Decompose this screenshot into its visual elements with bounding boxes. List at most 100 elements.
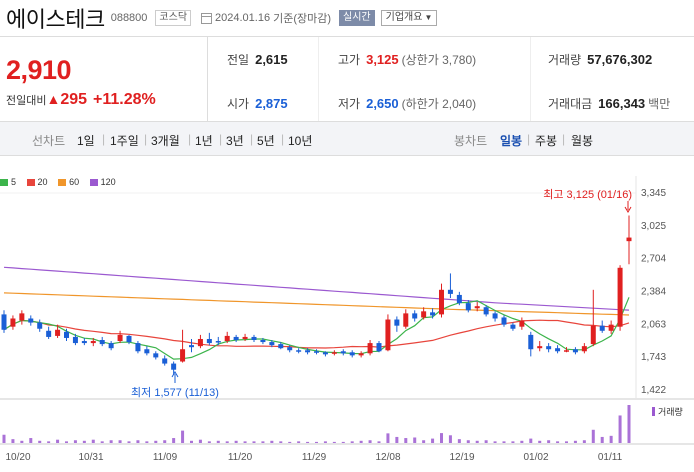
legend-label: 20: [37, 177, 48, 187]
ma60-line: [3, 292, 630, 316]
volume-legend-label: 거래량: [658, 406, 683, 417]
x-tick-label: 10/20: [5, 452, 30, 463]
amount-unit: 백만: [648, 97, 671, 111]
tab-weekly[interactable]: 주봉: [535, 134, 558, 148]
change-row: 전일대비▲295 +11.28%: [6, 91, 156, 109]
max-price-label: 최고 3,125 (01/16): [543, 188, 632, 201]
moving-average-lines: [3, 266, 630, 360]
legend-ma60: 60: [58, 177, 79, 187]
tab-1d[interactable]: 1일: [77, 134, 95, 148]
candle-body: [555, 348, 561, 352]
candle-body: [599, 325, 605, 331]
x-tick-label: 12/19: [449, 452, 474, 463]
tab-3m[interactable]: 3개월: [151, 134, 180, 148]
volume-bar: [466, 440, 470, 443]
candle-body: [340, 351, 346, 354]
candle-body: [99, 340, 105, 345]
volume-bar: [440, 433, 443, 443]
low-value: 2,650: [366, 96, 399, 111]
change-value: 295: [60, 91, 88, 108]
tab-1w[interactable]: 1주일: [110, 134, 139, 148]
volume-bar: [359, 440, 363, 443]
volume-bar: [502, 441, 506, 443]
candle-body: [492, 313, 498, 319]
volume-bar: [38, 440, 42, 443]
y-tick-label: 3,345: [641, 188, 666, 199]
candle-body: [537, 346, 543, 349]
volume-bars: [2, 405, 631, 443]
candle-body: [564, 350, 569, 352]
candle-body: [55, 329, 61, 336]
x-tick-label: 01/11: [598, 452, 623, 463]
volume-bar: [136, 440, 140, 443]
volume-bar: [404, 438, 408, 443]
volume-bar: [297, 441, 301, 443]
legend-ma5: 5: [0, 177, 16, 187]
volume-bar: [190, 440, 193, 443]
volume-bar: [573, 440, 577, 443]
volume-bar: [618, 415, 622, 443]
tab-divider: |: [144, 132, 148, 146]
volume-bar: [627, 405, 631, 443]
candle-body: [269, 342, 275, 346]
candle-body: [126, 335, 132, 343]
tab-10y[interactable]: 10년: [288, 134, 313, 148]
tab-1y[interactable]: 1년: [195, 134, 213, 148]
volume-bar: [163, 440, 167, 443]
volume-bar: [82, 440, 86, 443]
x-axis-labels: 10/20 10/31 11/09 11/20 11/29 12/08 12/19 01/02…: [5, 452, 622, 463]
volume-bar: [422, 440, 426, 443]
volume-bar: [448, 435, 452, 443]
candle-body: [37, 322, 43, 329]
ma20-line: [3, 319, 630, 349]
candle-body: [117, 334, 123, 342]
x-tick-label: 10/31: [78, 452, 103, 463]
company-overview-button[interactable]: 기업개요 ▼: [380, 10, 438, 26]
volume-bar: [225, 441, 229, 443]
tab-3y[interactable]: 3년: [226, 134, 244, 148]
candle-body: [412, 313, 418, 319]
high-stat: 고가 3,125 (상한가 3,780): [338, 51, 476, 68]
candle-body: [215, 341, 221, 343]
candle-body: [189, 345, 194, 348]
tab-daily[interactable]: 일봉: [500, 134, 523, 148]
volume-bar: [609, 435, 613, 443]
volume-bar: [582, 440, 586, 443]
volume-bar: [20, 440, 24, 443]
y-axis-labels: 3,345 3,025 2,704 2,384 2,063 1,743 1,422: [641, 188, 666, 396]
candle-body: [501, 317, 507, 325]
legend-swatch: [58, 179, 67, 187]
volume-bar: [270, 440, 274, 443]
candle-body: [108, 343, 114, 349]
tab-divider: |: [562, 132, 566, 146]
candle-body: [519, 320, 525, 327]
candlestick-chart[interactable]: 3,345 3,025 2,704 2,384 2,063 1,743 1,422 10/2…: [0, 170, 694, 472]
candle-body: [72, 336, 78, 344]
candle-body: [233, 336, 239, 341]
prev-close-value: 2,615: [255, 52, 288, 67]
high-label: 고가: [338, 53, 361, 67]
realtime-button[interactable]: 실시간: [339, 10, 375, 26]
volume-bar: [73, 440, 77, 443]
candle-body: [224, 335, 230, 342]
candle-body: [251, 336, 257, 341]
candle-body: [90, 341, 96, 344]
market-badge: 코스닥: [155, 10, 192, 26]
candle-body: [46, 330, 52, 337]
legend-swatch: [89, 179, 98, 187]
y-tick-label: 1,422: [641, 385, 666, 396]
volume-bar: [181, 430, 185, 443]
volume-bar: [600, 436, 604, 443]
candle-body: [617, 267, 623, 327]
chart-period-tabs: 선차트 1일 | 1주일 | 3개월 | 1년 | 3년 | 5년 | 10년 …: [0, 122, 694, 156]
volume-bar: [306, 441, 310, 443]
tab-monthly[interactable]: 월봉: [571, 134, 594, 148]
stock-name: 에이스테크: [6, 7, 105, 32]
y-tick-label: 2,063: [641, 319, 666, 330]
volume-bar: [368, 440, 372, 443]
y-tick-label: 1,743: [641, 352, 666, 363]
candle-body: [287, 347, 293, 351]
tab-5y[interactable]: 5년: [257, 134, 275, 148]
volume-bar: [252, 441, 256, 443]
candle-body: [349, 352, 355, 356]
